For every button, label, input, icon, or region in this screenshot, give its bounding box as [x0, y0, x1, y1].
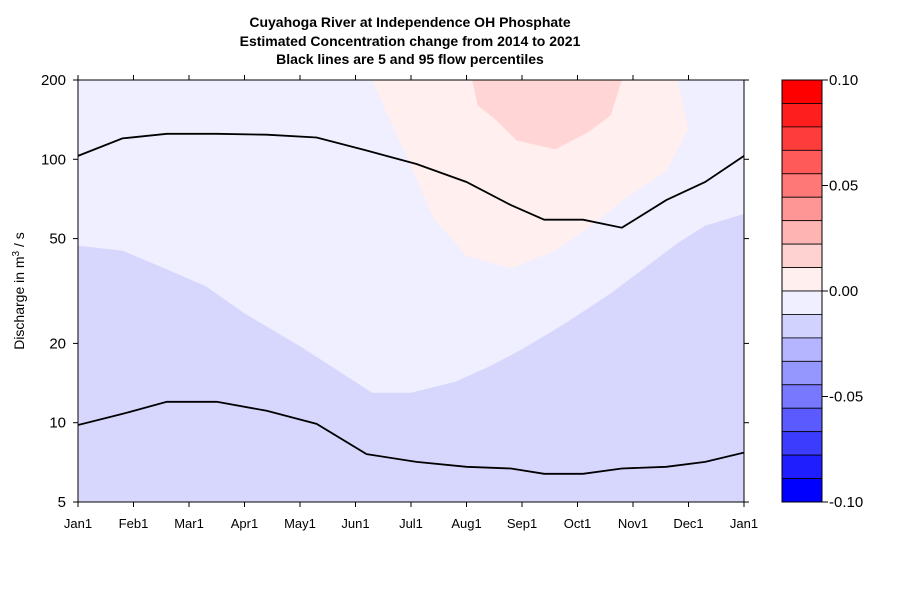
x-axis: Jan1 Feb1 Mar1 Apr1 May1 Jun1 Jul1 Aug1 Sep1 Oct1…: [64, 75, 758, 531]
colorbar-swatch: [781, 337, 823, 362]
x-tick-label: Nov1: [618, 516, 648, 531]
colorbar-swatch: [781, 384, 823, 409]
colorbar-swatch: [781, 290, 823, 315]
colorbar-tick-label: 0.00: [829, 283, 858, 300]
colorbar-swatch: [781, 478, 823, 503]
y-axis: 5 10 20 50 100 200: [41, 72, 749, 511]
colorbar-swatch: [781, 431, 823, 456]
x-tick-label: Sep1: [507, 516, 537, 531]
x-tick-label: Oct1: [564, 516, 591, 531]
colorbar-swatch: [781, 79, 823, 104]
colorbar-swatch: [781, 103, 823, 128]
x-tick-label: Aug1: [451, 516, 481, 531]
colorbar-swatch: [781, 407, 823, 433]
colorbar-swatch: [781, 243, 823, 268]
title-line-3: Black lines are 5 and 95 flow percentile…: [276, 51, 544, 67]
contour-region-high-2: [472, 80, 622, 150]
filled-contours: [78, 80, 744, 502]
y-axis-label: Discharge in m3 / s: [11, 232, 28, 350]
colorbar-swatch: [781, 454, 823, 479]
colorbar-tick-label: 0.10: [829, 72, 858, 89]
y-tick-label: 5: [58, 494, 66, 511]
y-axis-label-prefix: Discharge in m: [11, 256, 27, 349]
colorbar-swatch: [781, 126, 823, 151]
colorbar-swatch: [781, 149, 823, 175]
colorbar-swatch: [781, 173, 823, 198]
title-line-1: Cuyahoga River at Independence OH Phosph…: [249, 14, 571, 30]
colorbar-tick-label: -0.10: [829, 494, 863, 511]
title-line-2: Estimated Concentration change from 2014…: [240, 33, 581, 49]
x-tick-label: Feb1: [119, 516, 149, 531]
x-tick-label: Jun1: [341, 516, 369, 531]
x-tick-label: Jul1: [399, 516, 423, 531]
y-axis-label-suffix: / s: [11, 232, 27, 251]
colorbar-swatch: [781, 314, 823, 339]
y-tick-label: 20: [49, 335, 66, 352]
colorbar-tick-label: 0.05: [829, 178, 858, 195]
y-axis-label-sup: 3: [11, 250, 22, 256]
percentile-lines: [78, 132, 744, 475]
flow-percentile-95-line: [78, 132, 744, 229]
contour-region-low-1: [78, 214, 744, 502]
y-tick-label: 50: [49, 231, 66, 248]
x-tick-label: Jan1: [64, 516, 92, 531]
chart-title: Cuyahoga River at Independence OH Phosph…: [240, 14, 581, 67]
colorbar-swatch: [781, 267, 823, 292]
colorbar-swatch: [781, 360, 823, 386]
y-tick-label: 10: [49, 415, 66, 432]
y-tick-label: 100: [41, 151, 66, 168]
flow-percentile-5-line: [78, 400, 744, 475]
x-tick-label: Mar1: [174, 516, 204, 531]
x-tick-label: May1: [284, 516, 316, 531]
contour-region-high-1: [372, 80, 689, 269]
x-tick-label: Dec1: [673, 516, 703, 531]
x-tick-label: Jan1: [730, 516, 758, 531]
colorbar-swatch: [781, 220, 823, 245]
y-tick-label: 200: [41, 72, 66, 89]
x-tick-label: Apr1: [231, 516, 258, 531]
colorbar-tick-label: -0.05: [829, 389, 863, 406]
colorbar-swatch: [781, 196, 823, 222]
colorbar: 0.10 0.05 0.00 -0.05 -0.10: [781, 72, 863, 511]
